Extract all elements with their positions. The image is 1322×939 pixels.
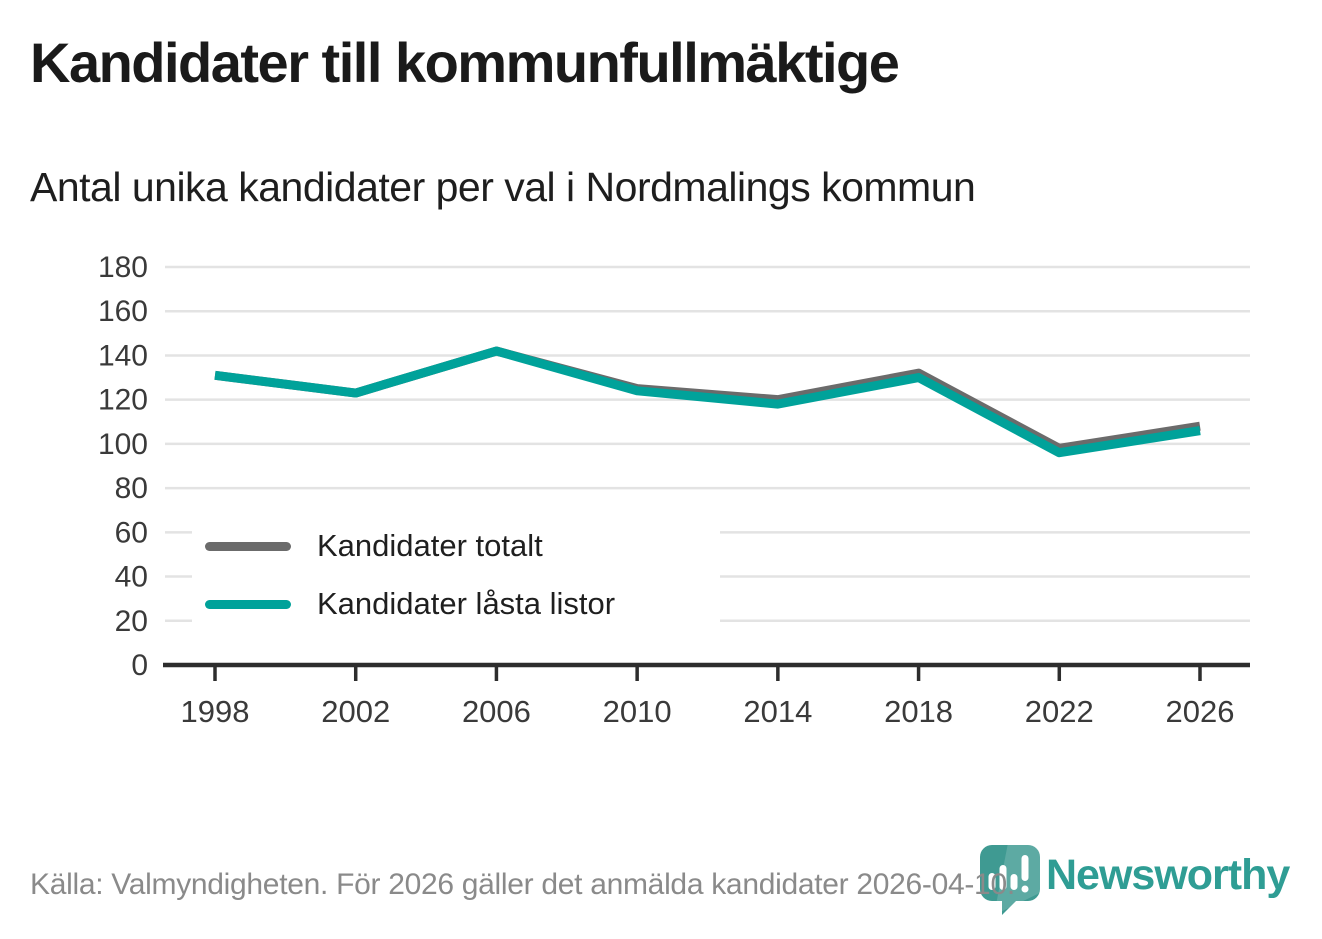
legend-item-kandidater-totalt: Kandidater totalt bbox=[205, 528, 720, 564]
legend-swatch-totalt-icon bbox=[205, 541, 291, 551]
x-tick-label: 2010 bbox=[603, 694, 672, 729]
pin-highlight bbox=[994, 845, 1040, 915]
source-note: Källa: Valmyndigheten. För 2026 gäller d… bbox=[30, 868, 1015, 901]
page-title: Kandidater till kommunfullmäktige bbox=[30, 31, 900, 94]
y-tick-label: 80 bbox=[115, 472, 148, 505]
y-tick-label: 0 bbox=[131, 649, 148, 682]
x-tick-label: 2018 bbox=[884, 694, 953, 729]
x-tick-label: 2022 bbox=[1025, 694, 1094, 729]
chart-legend: Kandidater totalt Kandidater låsta listo… bbox=[192, 517, 720, 633]
y-tick-label: 120 bbox=[98, 384, 148, 417]
x-tick-label: 1998 bbox=[181, 694, 250, 729]
series-line-1 bbox=[214, 346, 1201, 458]
chart-subtitle: Antal unika kandidater per val i Nordmal… bbox=[30, 164, 976, 210]
y-tick-label: 100 bbox=[98, 428, 148, 461]
y-tick-label: 60 bbox=[115, 516, 148, 549]
x-tick-label: 2006 bbox=[462, 694, 531, 729]
y-tick-label: 40 bbox=[115, 561, 148, 594]
x-tick-label: 2002 bbox=[321, 694, 390, 729]
legend-swatch-lasta-listor-icon bbox=[205, 599, 291, 609]
y-tick-label: 140 bbox=[98, 339, 148, 372]
pin-bars-icon bbox=[988, 855, 1029, 893]
x-tick-label: 2026 bbox=[1166, 694, 1235, 729]
y-tick-label: 20 bbox=[115, 605, 148, 638]
newsworthy-pin-icon bbox=[980, 845, 1040, 915]
legend-item-kandidater-lasta-listor: Kandidater låsta listor bbox=[205, 586, 720, 622]
legend-label-lasta-listor: Kandidater låsta listor bbox=[317, 586, 616, 621]
y-tick-label: 180 bbox=[98, 251, 148, 284]
x-tick-label: 2014 bbox=[743, 694, 812, 729]
legend-label-totalt: Kandidater totalt bbox=[317, 528, 543, 563]
newsworthy-wordmark: Newsworthy bbox=[1046, 851, 1290, 899]
y-tick-label: 160 bbox=[98, 295, 148, 328]
